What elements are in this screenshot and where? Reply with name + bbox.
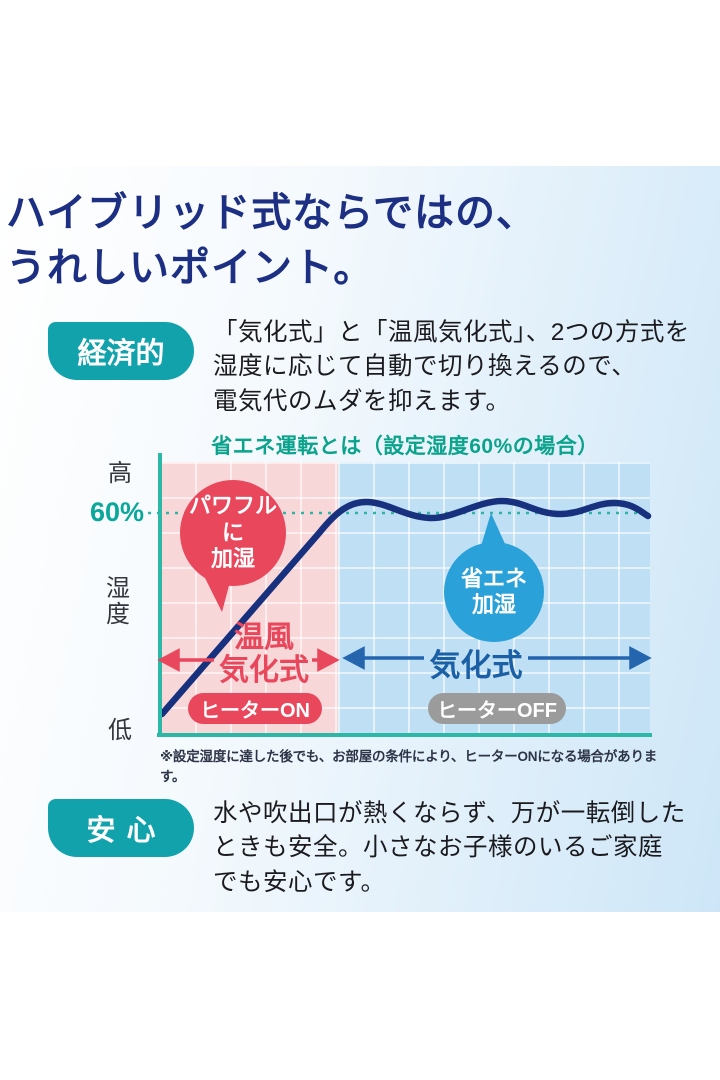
powerful-bubble-line1: パワフルに [188, 493, 277, 545]
eco-bubble-text: 省エネ 加湿 [461, 566, 527, 619]
safety-text-line3: でも安心です。 [213, 868, 386, 896]
powerful-humidify-bubble: パワフルに 加湿 [180, 480, 286, 586]
heater-on-badge: ヒーターON [188, 693, 322, 724]
y-axis-label-high: 高 [108, 460, 132, 487]
badge-economical: 経済的 [48, 322, 194, 380]
heater-on-span-arrow [157, 648, 340, 672]
eco-bubble-tail [481, 513, 506, 546]
chart-footnote: ※設定湿度に達した後でも、お部屋の条件により、ヒーターONになる場合があります。 [160, 749, 658, 784]
heater-off-badge: ヒーターOFF [428, 693, 566, 724]
chart-axes [157, 453, 652, 737]
y-axis-label-low: 低 [108, 717, 132, 744]
economical-text-line1: 「気化式」と「温風気化式」、2つの方式を [213, 319, 690, 346]
zone-label-warm-air-vaporizing: 温風 気化式 [194, 621, 334, 687]
zone-label-left-line1: 温風 [234, 621, 294, 654]
zone-label-vaporizing: 気化式 [429, 648, 523, 683]
humidity-curve [158, 497, 652, 718]
eco-humidify-bubble: 省エネ 加湿 [444, 542, 544, 642]
y-axis-title-humidity: 湿度 [106, 575, 130, 629]
economical-text-line2: 湿度に応じて自動で切り換えるので、 [213, 353, 637, 381]
chart-title: 省エネ運転とは（設定湿度60%の場合） [211, 435, 599, 458]
y-axis-label-60-percent: 60% [89, 497, 144, 527]
safety-text: 水や吹出口が熱くならず、万が一転倒した ときも安全。小さなお子様のいるご家庭 でも安… [213, 797, 686, 900]
economical-text-line3: 電気代のムダを抑えます。 [213, 387, 511, 415]
badge-safety: 安心 [48, 799, 194, 857]
chart-graphics [148, 453, 652, 737]
heater-off-span-arrow [342, 646, 652, 670]
powerful-bubble-text: パワフルに 加湿 [180, 493, 286, 572]
page-title: ハイブリッド式ならではの、 うれしいポイント。 [6, 186, 537, 296]
page-title-line1: ハイブリッド式ならではの、 [6, 191, 537, 235]
powerful-bubble-line2: 加湿 [210, 546, 255, 572]
safety-text-line2: ときも安全。小さなお子様のいるご家庭 [213, 834, 663, 862]
eco-bubble-line2: 加湿 [471, 592, 516, 617]
zone-label-left-line2: 気化式 [219, 654, 309, 687]
safety-text-line1: 水や吹出口が熱くならず、万が一転倒した [213, 800, 686, 827]
eco-bubble-line1: 省エネ [460, 565, 527, 591]
page-title-line2: うれしいポイント。 [6, 245, 375, 290]
economical-text: 「気化式」と「温風気化式」、2つの方式を 湿度に応じて自動で切り換えるので、 電気代… [213, 316, 690, 419]
